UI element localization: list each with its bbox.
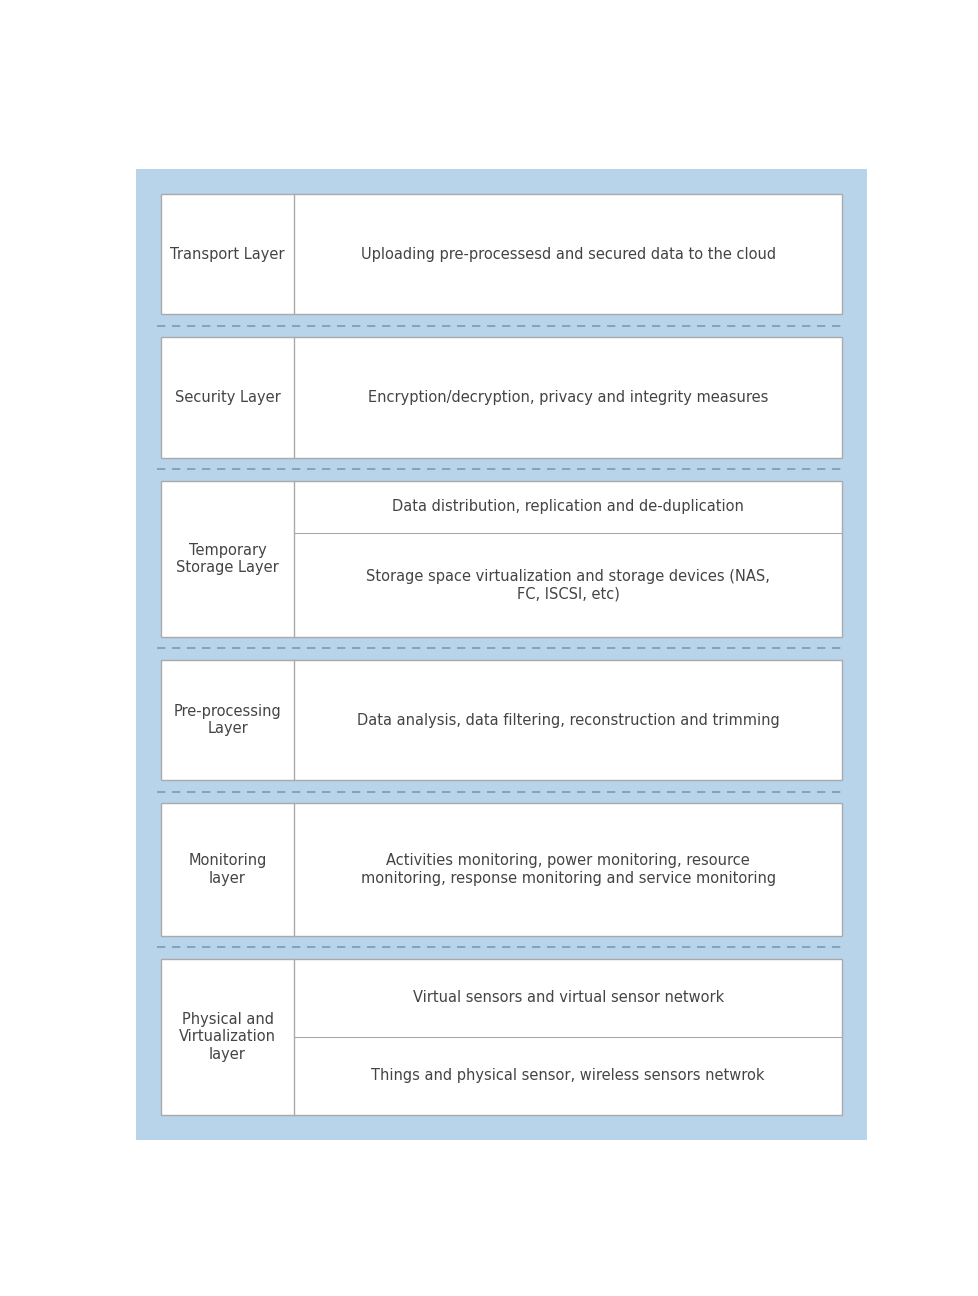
Text: Encryption/decryption, privacy and integrity measures: Encryption/decryption, privacy and integ…: [368, 390, 768, 404]
Bar: [161, 660, 841, 780]
Text: Uploading pre-processesd and secured data to the cloud: Uploading pre-processesd and secured dat…: [360, 246, 775, 262]
Text: Activities monitoring, power monitoring, resource
monitoring, response monitorin: Activities monitoring, power monitoring,…: [360, 853, 775, 885]
Bar: [161, 337, 841, 457]
Text: Monitoring
layer: Monitoring layer: [188, 853, 266, 885]
Bar: [161, 804, 841, 936]
Bar: [161, 194, 841, 314]
Bar: [161, 959, 841, 1115]
Text: Physical and
Virtualization
layer: Physical and Virtualization layer: [179, 1012, 276, 1061]
Text: Security Layer: Security Layer: [174, 390, 280, 404]
Text: Pre-processing
Layer: Pre-processing Layer: [173, 704, 281, 736]
Text: Transport Layer: Transport Layer: [170, 246, 285, 262]
Text: Virtual sensors and virtual sensor network: Virtual sensors and virtual sensor netwo…: [412, 990, 723, 1006]
Text: Storage space virtualization and storage devices (NAS,
FC, ISCSI, etc): Storage space virtualization and storage…: [366, 569, 770, 601]
Text: Things and physical sensor, wireless sensors netwrok: Things and physical sensor, wireless sen…: [371, 1068, 764, 1083]
Bar: [161, 481, 841, 636]
Text: Data analysis, data filtering, reconstruction and trimming: Data analysis, data filtering, reconstru…: [356, 713, 778, 727]
Text: Temporary
Storage Layer: Temporary Storage Layer: [176, 543, 279, 575]
Text: Data distribution, replication and de-duplication: Data distribution, replication and de-du…: [392, 499, 743, 515]
